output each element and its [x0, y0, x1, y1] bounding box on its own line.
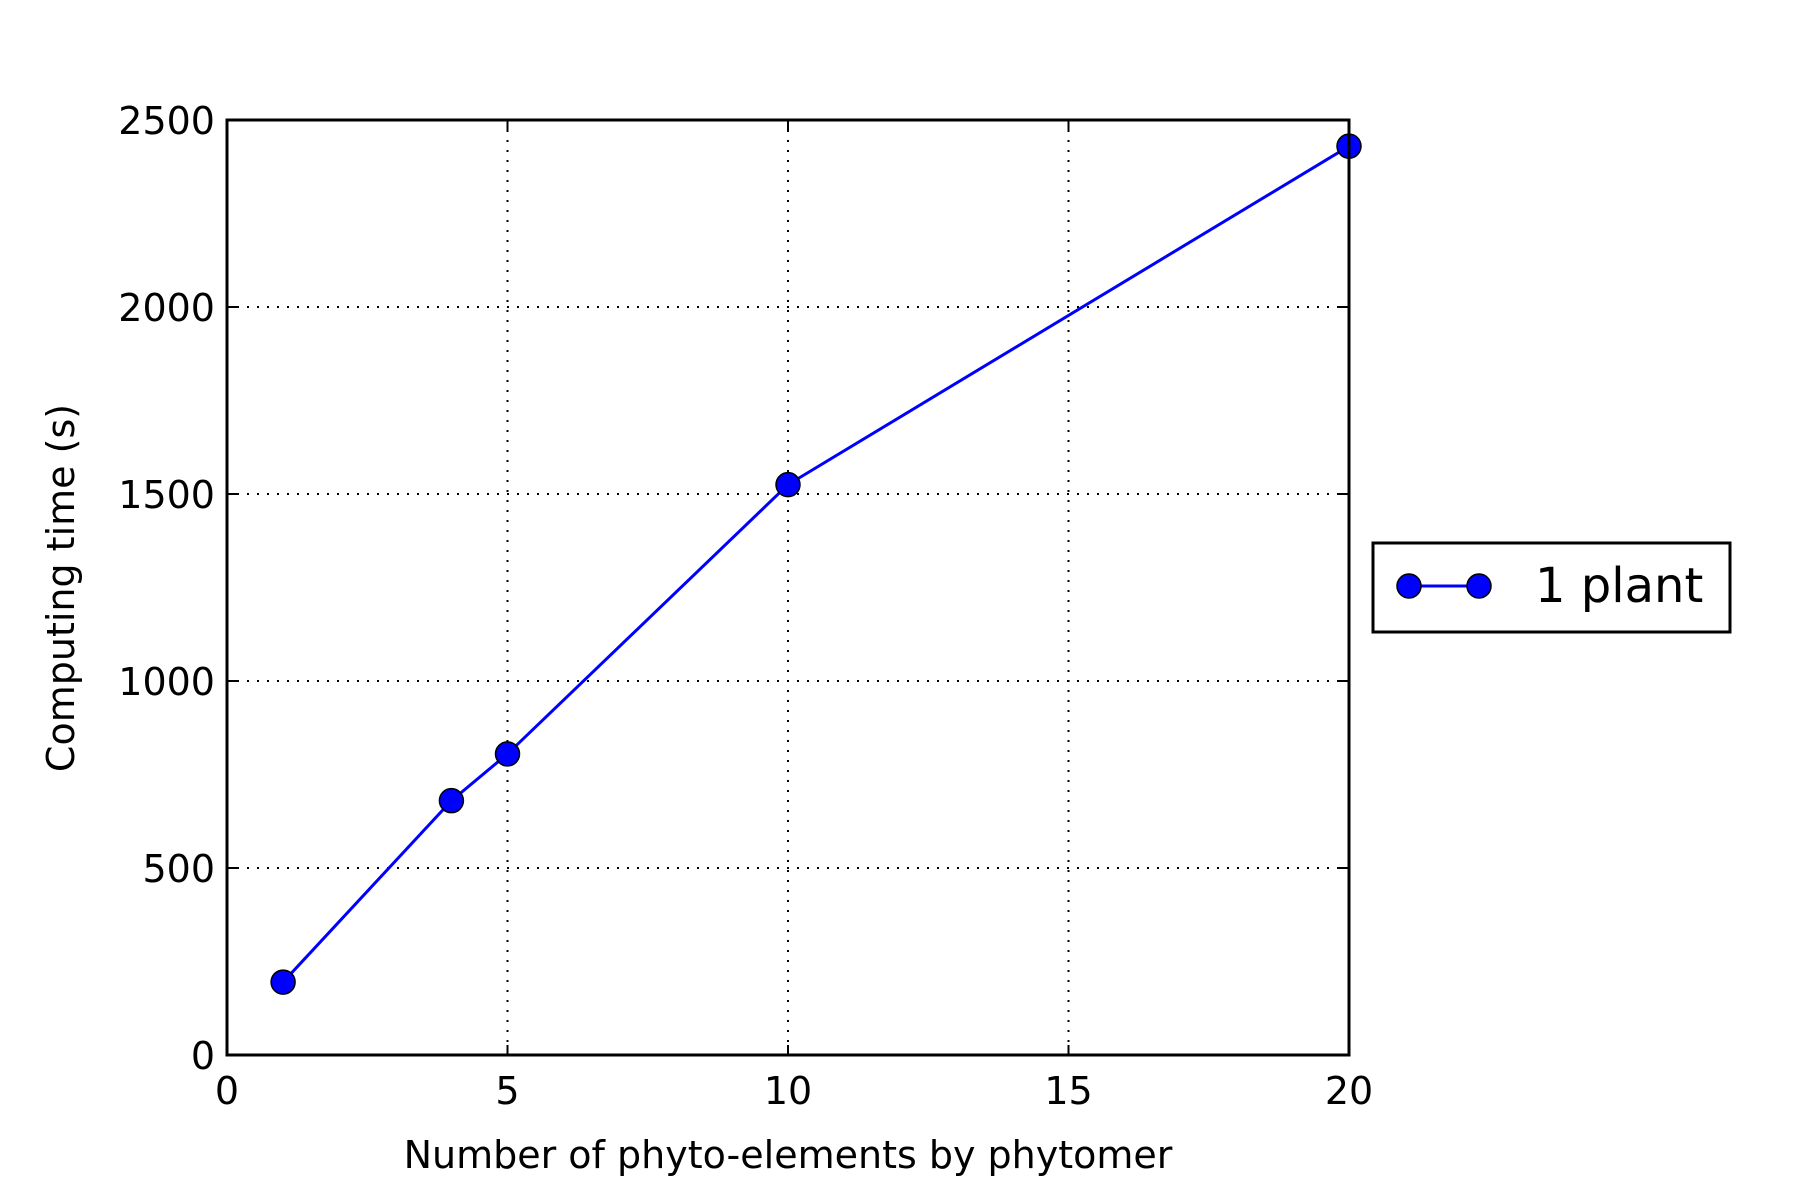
x-tick-label-0: 0: [215, 1069, 239, 1113]
series: [270, 133, 1362, 995]
x-tick-label-3: 15: [1044, 1069, 1092, 1113]
legend: 1 plant: [1371, 541, 1732, 634]
x-tick-label-1: 5: [495, 1069, 519, 1113]
x-tick-label-2: 10: [764, 1069, 812, 1113]
data-point-0-0: [270, 969, 296, 995]
y-tick-label-1: 500: [142, 847, 215, 891]
legend-label: 1 plant: [1535, 558, 1703, 614]
plot-frame: [225, 118, 1351, 1057]
series-line-0: [282, 144, 1350, 984]
y-tick-label-4: 2000: [118, 286, 215, 330]
data-point-0-2: [494, 741, 521, 767]
tick-labels: 0 5 10 15 20 0 500 1000 1500 2000 2500: [118, 99, 1373, 1113]
y-tick-label-5: 2500: [118, 99, 215, 143]
grid: [227, 120, 1349, 1055]
legend-marker-left: [1396, 573, 1422, 599]
y-tick-label-2: 1000: [118, 660, 215, 704]
y-axis-label: Computing time (s): [39, 404, 83, 772]
y-tick-label-3: 1500: [118, 473, 215, 517]
legend-marker-right: [1466, 573, 1492, 599]
x-axis-label: Number of phyto-elements by phytomer: [404, 1133, 1173, 1177]
x-tick-label-4: 20: [1325, 1069, 1373, 1113]
data-point-0-3: [775, 471, 801, 498]
data-point-0-1: [438, 787, 465, 814]
y-tick-label-0: 0: [191, 1034, 215, 1078]
